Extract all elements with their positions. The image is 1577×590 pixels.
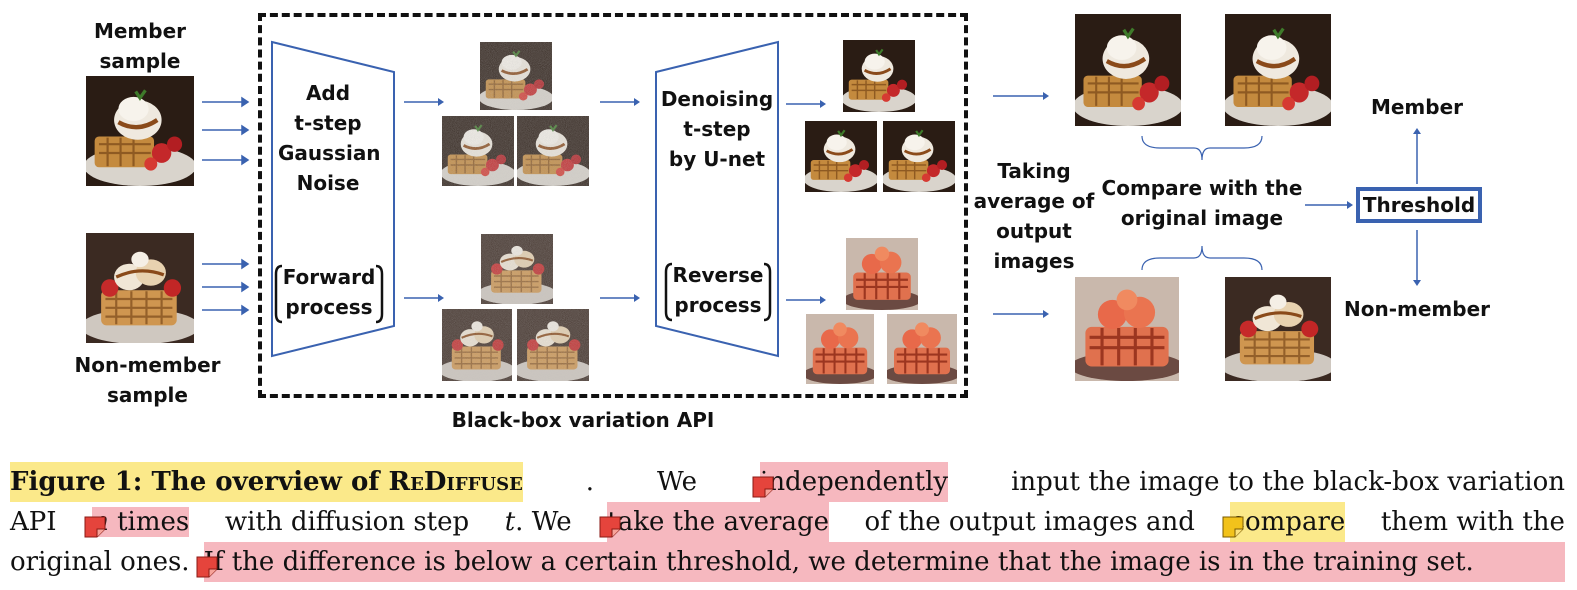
output-image-member [843,40,915,112]
reverse-decoder-shape [655,40,779,358]
arrow-forward-member [404,98,444,106]
caption-line-1: Figure 1: The overview of ReDiffuse . We… [10,462,1565,502]
noisy-image-member [442,116,514,186]
member-sample-label-line: Member [93,19,187,43]
nonmember-sample-label-line: sample [107,383,188,407]
denoise-label-line: Denoising [660,87,774,111]
nonmember-sample-image [86,233,194,343]
forward-process-line: process [285,295,373,319]
api-label: Black-box variation API [451,408,715,432]
caption-step-var: t. We [505,502,572,542]
compare-brace-top [1141,135,1263,161]
caption-text: input the image to the black-box variati… [1011,467,1565,497]
forward-label: Add t-step Gaussian Noise [278,78,381,198]
compare-label: Compare with the original image [1096,173,1308,233]
forward-encoder-shape [271,40,395,358]
caption-text: them with the [1380,507,1565,537]
caption-highlight-text: compare [1230,507,1346,537]
arrow-forward-nonmember [404,294,444,302]
averaged-image-nonmember [1075,277,1179,381]
member-sample-image [86,76,194,186]
caption-math-t: t [504,507,516,537]
average-label-line: Taking [997,159,1071,183]
noisy-image-member [517,116,589,186]
caption-figure-label: Figure 1: The overview of [10,467,380,497]
caption-highlight-compare[interactable]: compare [1222,502,1346,542]
caption-highlight-average[interactable]: take the average [599,502,829,542]
caption-highlight-text: independently [760,467,949,497]
arrow-denoise-nonmember [600,294,640,302]
noisy-image-nonmember [442,309,512,381]
output-image-member [805,121,877,192]
forward-label-line: Noise [296,171,360,195]
original-image-member [1225,14,1331,126]
output-image-member [883,121,955,192]
average-label-line: average of [973,189,1095,213]
member-sample-label: Member sample [70,16,210,76]
member-input-arrows [202,96,250,166]
forward-process-label: Forward process [274,262,384,326]
average-label-line: output [996,219,1072,243]
threshold-box: Threshold [1356,187,1482,223]
denoise-label-line: t-step [683,117,751,141]
denoise-label-line: by U-net [668,147,766,171]
arrow-to-threshold [1305,201,1353,209]
noisy-image-nonmember [517,309,589,381]
nonmember-output-label: Non-member [1343,297,1490,321]
caption-text: original ones. [10,547,190,577]
reverse-process-label: Reverse process [664,260,772,324]
caption-figure-title: Figure 1: The overview of ReDiffuse [10,462,523,502]
original-image-nonmember [1225,277,1331,381]
caption-text: API [10,507,57,537]
caption-text: We [657,467,698,497]
black-box-api-frame [258,13,968,398]
caption-highlight-independently[interactable]: independently [752,462,949,502]
compare-brace-bottom [1141,245,1263,271]
denoise-label: Denoising t-step by U-net [658,84,776,174]
averaged-image-member [1075,14,1181,126]
forward-label-line: Gaussian [278,141,381,165]
nonmember-input-arrows [202,258,250,316]
caption-text: of the output images and [864,507,1195,537]
reverse-process-line: process [674,293,762,317]
average-label-line: images [993,249,1075,273]
caption-line-3: original ones. If the difference is belo… [10,542,1565,582]
arrow-denoise-member [600,98,640,106]
caption-highlight-text: times [117,507,190,537]
member-output-label: Member [1370,95,1464,119]
member-sample-label-line: sample [99,49,181,73]
arrow-average-member [993,92,1049,100]
caption-highlight-threshold-sentence[interactable]: If the difference is below a certain thr… [196,542,1565,582]
caption-highlight-text: If the difference is below a certain thr… [203,547,1474,577]
caption-text: with diffusion step [224,507,470,537]
nonmember-sample-label: Non-member sample [60,350,235,410]
noisy-image-member [480,42,552,110]
reverse-process-line: Reverse [672,263,764,287]
caption-highlight-text: take the average [607,507,829,537]
forward-label-line: Add [305,81,351,105]
average-label: Taking average of output images [972,156,1096,276]
compare-label-line: original image [1120,206,1284,230]
caption-method-name: ReDiffuse [388,467,523,497]
noisy-image-nonmember [481,234,553,304]
arrow-to-nonmember [1413,230,1421,286]
forward-process-line: Forward [282,265,376,289]
output-image-nonmember [806,314,874,384]
arrow-to-member [1413,128,1421,184]
caption-text: . We [515,507,572,537]
forward-label-line: t-step [294,111,362,135]
compare-label-line: Compare with the [1101,176,1303,200]
caption-highlight-times[interactable]: n times [84,502,190,542]
caption-line-2: API n times with diffusion step t. We ta… [10,502,1565,542]
arrow-average-nonmember [993,310,1049,318]
arrow-output-nonmember [786,296,826,304]
output-image-nonmember [846,238,918,310]
arrow-output-member [786,100,826,108]
figure-caption: Figure 1: The overview of ReDiffuse . We… [10,462,1565,582]
nonmember-sample-label-line: Non-member [74,353,221,377]
output-image-nonmember [887,314,957,384]
caption-period: . [585,467,595,497]
